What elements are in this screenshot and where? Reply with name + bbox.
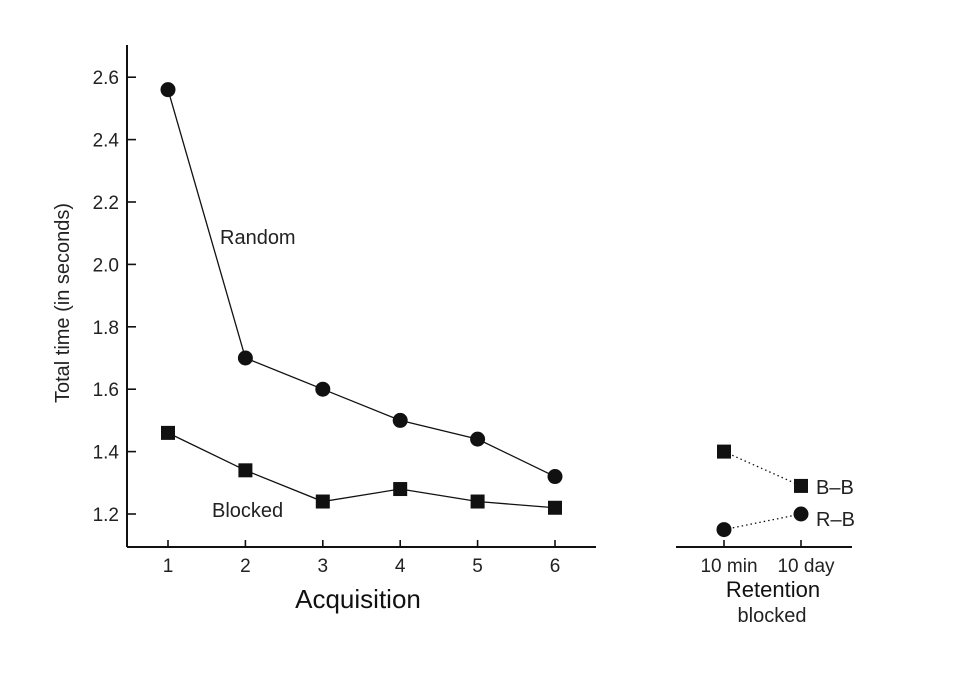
- data-point-random: [470, 431, 486, 447]
- y-tick-label: 2.4: [93, 131, 120, 152]
- y-tick-label: 1.4: [93, 443, 120, 464]
- y-tick-label: 1.6: [93, 380, 119, 401]
- retention-tick-label: 10 day: [777, 556, 835, 577]
- y-tick-label: 2.0: [93, 255, 119, 276]
- x-axis-ticks: 1 2 3 4 5 6: [163, 540, 561, 577]
- retention-point-r-b: [793, 506, 809, 522]
- y-axis-title: Total time (in seconds): [52, 203, 74, 403]
- data-point-blocked: [470, 494, 485, 509]
- series-label-r-b: R–B: [816, 509, 855, 531]
- retention-point-b-b: [717, 444, 731, 459]
- data-point-random: [315, 381, 331, 397]
- y-tick-label: 1.2: [93, 505, 119, 526]
- x-tick-label: 2: [240, 556, 251, 577]
- series-label-random: Random: [220, 227, 296, 249]
- data-point-blocked: [238, 463, 253, 478]
- data-point-random: [392, 412, 408, 428]
- y-axis-ticks: 1.2 1.4 1.6 1.8 2.0 2.2 2.4 2.6: [93, 68, 136, 526]
- x-tick-label: 5: [472, 556, 483, 577]
- data-point-random: [547, 469, 563, 485]
- retention-line-r-b: [723, 513, 802, 531]
- series-label-blocked: Blocked: [212, 500, 283, 522]
- series-line-random: [167, 89, 556, 478]
- data-point-blocked: [315, 494, 330, 509]
- x-tick-label: 3: [318, 556, 329, 577]
- x-tick-label: 4: [395, 556, 406, 577]
- retention-axis-ticks: 10 min 10 day: [700, 540, 835, 577]
- retention-tick-label: 10 min: [700, 556, 757, 577]
- series-line-blocked: [167, 432, 556, 509]
- x-tick-label: 1: [163, 556, 174, 577]
- x-tick-label: 6: [550, 556, 561, 577]
- retention-point-b-b: [794, 478, 808, 493]
- retention-axis-subtitle: blocked: [738, 605, 807, 627]
- y-tick-label: 1.8: [93, 318, 119, 339]
- y-tick-label: 2.2: [93, 193, 119, 214]
- data-point-blocked: [393, 482, 408, 497]
- data-point-blocked: [161, 425, 175, 440]
- retention-line-b-b: [723, 451, 802, 487]
- series-layer: [160, 82, 809, 538]
- data-point-blocked: [548, 500, 562, 515]
- y-tick-label: 2.6: [93, 68, 119, 89]
- data-point-random: [160, 82, 176, 98]
- series-label-b-b: B–B: [816, 477, 854, 499]
- retention-axis-title: Retention: [726, 577, 820, 602]
- data-point-random: [237, 350, 253, 366]
- x-axis-title: Acquisition: [295, 584, 421, 614]
- retention-point-r-b: [716, 522, 732, 538]
